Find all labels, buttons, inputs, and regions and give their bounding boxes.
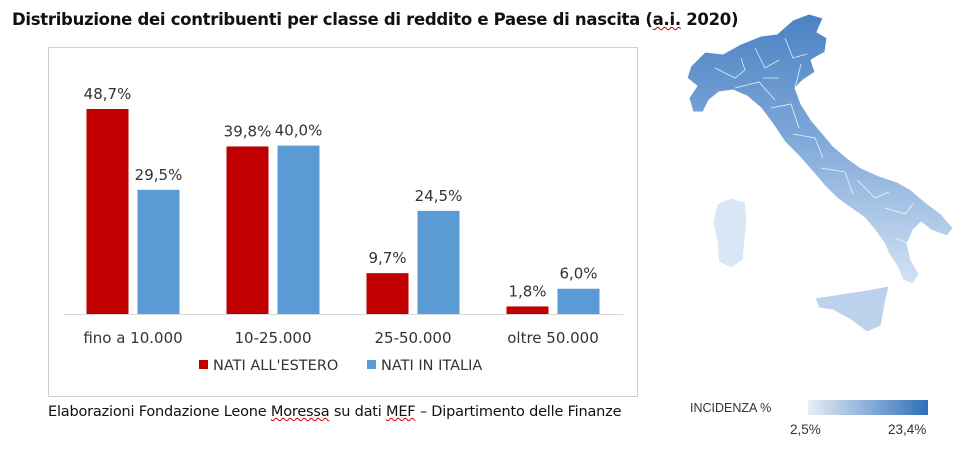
bar-estero-3 (506, 306, 549, 314)
chart-title: Distribuzione dei contribuenti per class… (12, 10, 739, 29)
bar-estero-2 (366, 273, 409, 314)
chart-area: 48,7% 29,5% fino a 10.000 39,8% 40,0% 10-25.0… (48, 47, 638, 397)
bar-italia-1 (277, 145, 320, 314)
legend-swatch (199, 360, 208, 369)
x-tick-label: 25-50.000 (375, 329, 452, 347)
legend-entry: NATI ALL'ESTERO (213, 358, 338, 374)
data-label: 9,7% (368, 249, 406, 267)
x-tick-label: 10-25.000 (235, 329, 312, 347)
data-label: 48,7% (84, 85, 132, 103)
legend-swatch (367, 360, 376, 369)
sardinia-shape (712, 197, 748, 269)
data-label: 39,8% (224, 122, 272, 140)
italy-map (686, 13, 954, 333)
legend-max: 23,4% (888, 422, 927, 437)
bar-chart: 48,7% 29,5% fino a 10.000 39,8% 40,0% 10-25.0… (63, 85, 623, 374)
legend-entry: NATI IN ITALIA (381, 358, 482, 374)
color-scale-bar (808, 400, 928, 415)
sicily-shape (814, 285, 890, 333)
data-label: 29,5% (135, 166, 183, 184)
bar-estero-1 (226, 146, 269, 314)
data-label: 1,8% (508, 282, 546, 300)
source-note: Elaborazioni Fondazione Leone Moressa su… (48, 404, 622, 420)
bar-italia-0 (137, 189, 180, 314)
bar-italia-2 (417, 210, 460, 314)
data-label: 40,0% (275, 122, 323, 140)
bar-estero-0 (86, 109, 129, 314)
mainland-shape (686, 13, 954, 285)
data-label: 24,5% (415, 187, 463, 205)
legend-label: INCIDENZA % (690, 401, 772, 415)
x-tick-label: fino a 10.000 (83, 329, 182, 347)
x-tick-label: oltre 50.000 (507, 329, 599, 347)
legend-min: 2,5% (790, 422, 821, 437)
bar-italia-3 (557, 288, 600, 314)
data-label: 6,0% (559, 265, 597, 283)
